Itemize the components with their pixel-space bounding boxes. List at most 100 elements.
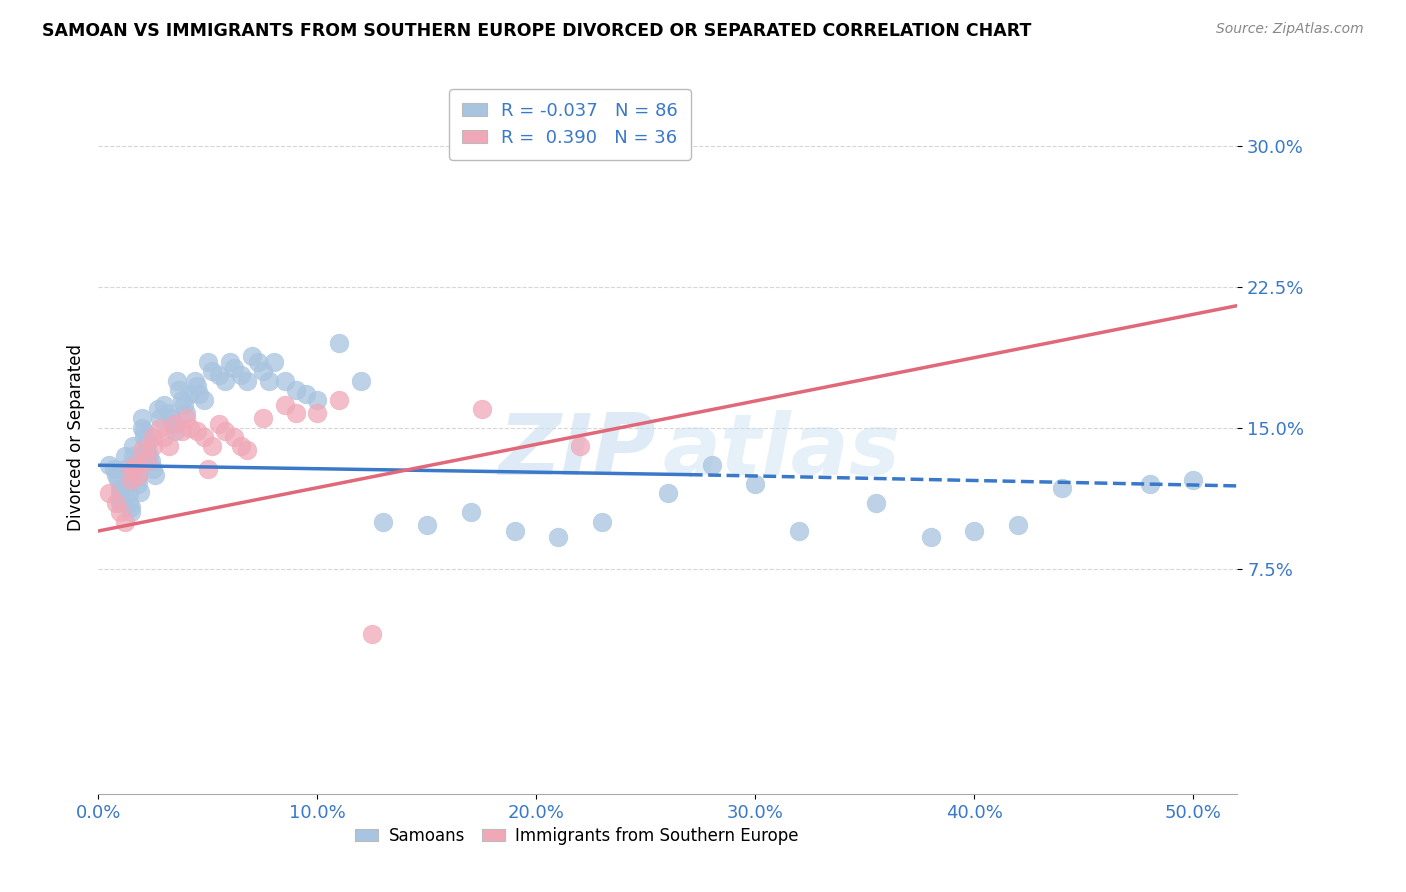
Point — [1182, 473, 1205, 487]
Point — [170, 425, 193, 439]
Point — [131, 443, 153, 458]
Point — [173, 398, 195, 412]
Point — [307, 392, 329, 407]
Point — [127, 467, 149, 482]
Point — [1050, 481, 1073, 495]
Point — [284, 406, 307, 420]
Point — [252, 364, 274, 378]
Text: SAMOAN VS IMMIGRANTS FROM SOUTHERN EUROPE DIVORCED OR SEPARATED CORRELATION CHAR: SAMOAN VS IMMIGRANTS FROM SOUTHERN EUROP… — [42, 22, 1032, 40]
Point — [114, 515, 136, 529]
Point — [98, 458, 121, 473]
Point — [157, 440, 180, 454]
Point — [118, 486, 141, 500]
Point — [224, 430, 246, 444]
Point — [170, 392, 193, 407]
Point — [240, 349, 263, 363]
Text: Source: ZipAtlas.com: Source: ZipAtlas.com — [1216, 22, 1364, 37]
Point — [208, 368, 231, 383]
Point — [744, 477, 766, 491]
Point — [169, 383, 191, 397]
Point — [224, 360, 246, 375]
Point — [201, 364, 224, 378]
Point — [361, 627, 384, 641]
Point — [547, 530, 569, 544]
Point — [114, 449, 136, 463]
Point — [124, 462, 146, 476]
Point — [920, 530, 942, 544]
Point — [700, 458, 723, 473]
Point — [118, 496, 141, 510]
Point — [165, 425, 187, 439]
Point — [138, 449, 160, 463]
Point — [162, 417, 184, 431]
Point — [124, 454, 146, 468]
Point — [591, 515, 613, 529]
Point — [186, 425, 208, 439]
Point — [328, 392, 350, 407]
Text: ZIP: ZIP — [498, 409, 655, 493]
Text: atlas: atlas — [662, 409, 901, 493]
Point — [963, 524, 986, 538]
Point — [787, 524, 810, 538]
Point — [115, 477, 138, 491]
Point — [865, 496, 887, 510]
Point — [229, 440, 252, 454]
Point — [166, 374, 188, 388]
Point — [263, 355, 285, 369]
Point — [193, 430, 215, 444]
Point — [153, 430, 176, 444]
Point — [208, 417, 231, 431]
Point — [416, 518, 439, 533]
Point — [1139, 477, 1161, 491]
Point — [174, 411, 197, 425]
Point — [371, 515, 394, 529]
Point — [153, 398, 176, 412]
Point — [145, 467, 166, 482]
Point — [110, 505, 132, 519]
Point — [179, 387, 201, 401]
Point — [236, 374, 259, 388]
Point — [149, 420, 172, 434]
Point — [259, 374, 281, 388]
Point — [107, 473, 129, 487]
Point — [120, 500, 142, 514]
Point — [193, 392, 215, 407]
Point — [503, 524, 526, 538]
Point — [122, 449, 145, 463]
Point — [350, 374, 373, 388]
Point — [214, 425, 236, 439]
Point — [328, 336, 350, 351]
Point — [229, 368, 252, 383]
Point — [110, 481, 132, 495]
Point — [131, 420, 153, 434]
Point — [295, 387, 318, 401]
Point — [110, 496, 132, 510]
Point — [197, 355, 219, 369]
Point — [218, 355, 240, 369]
Point — [657, 486, 679, 500]
Point — [115, 467, 138, 482]
Point — [569, 440, 592, 454]
Point — [142, 462, 165, 476]
Point — [135, 435, 157, 450]
Point — [460, 505, 482, 519]
Point — [1007, 518, 1029, 533]
Point — [197, 462, 219, 476]
Point — [127, 477, 149, 491]
Point — [134, 430, 156, 444]
Point — [146, 401, 169, 416]
Point — [120, 462, 142, 476]
Point — [165, 417, 187, 431]
Point — [127, 469, 149, 483]
Y-axis label: Divorced or Separated: Divorced or Separated — [66, 343, 84, 531]
Point — [139, 454, 162, 468]
Point — [135, 443, 157, 458]
Point — [110, 491, 132, 506]
Point — [201, 440, 224, 454]
Point — [159, 411, 181, 425]
Point — [142, 440, 165, 454]
Point — [103, 462, 125, 476]
Point — [273, 374, 295, 388]
Point — [124, 458, 146, 473]
Point — [174, 406, 197, 420]
